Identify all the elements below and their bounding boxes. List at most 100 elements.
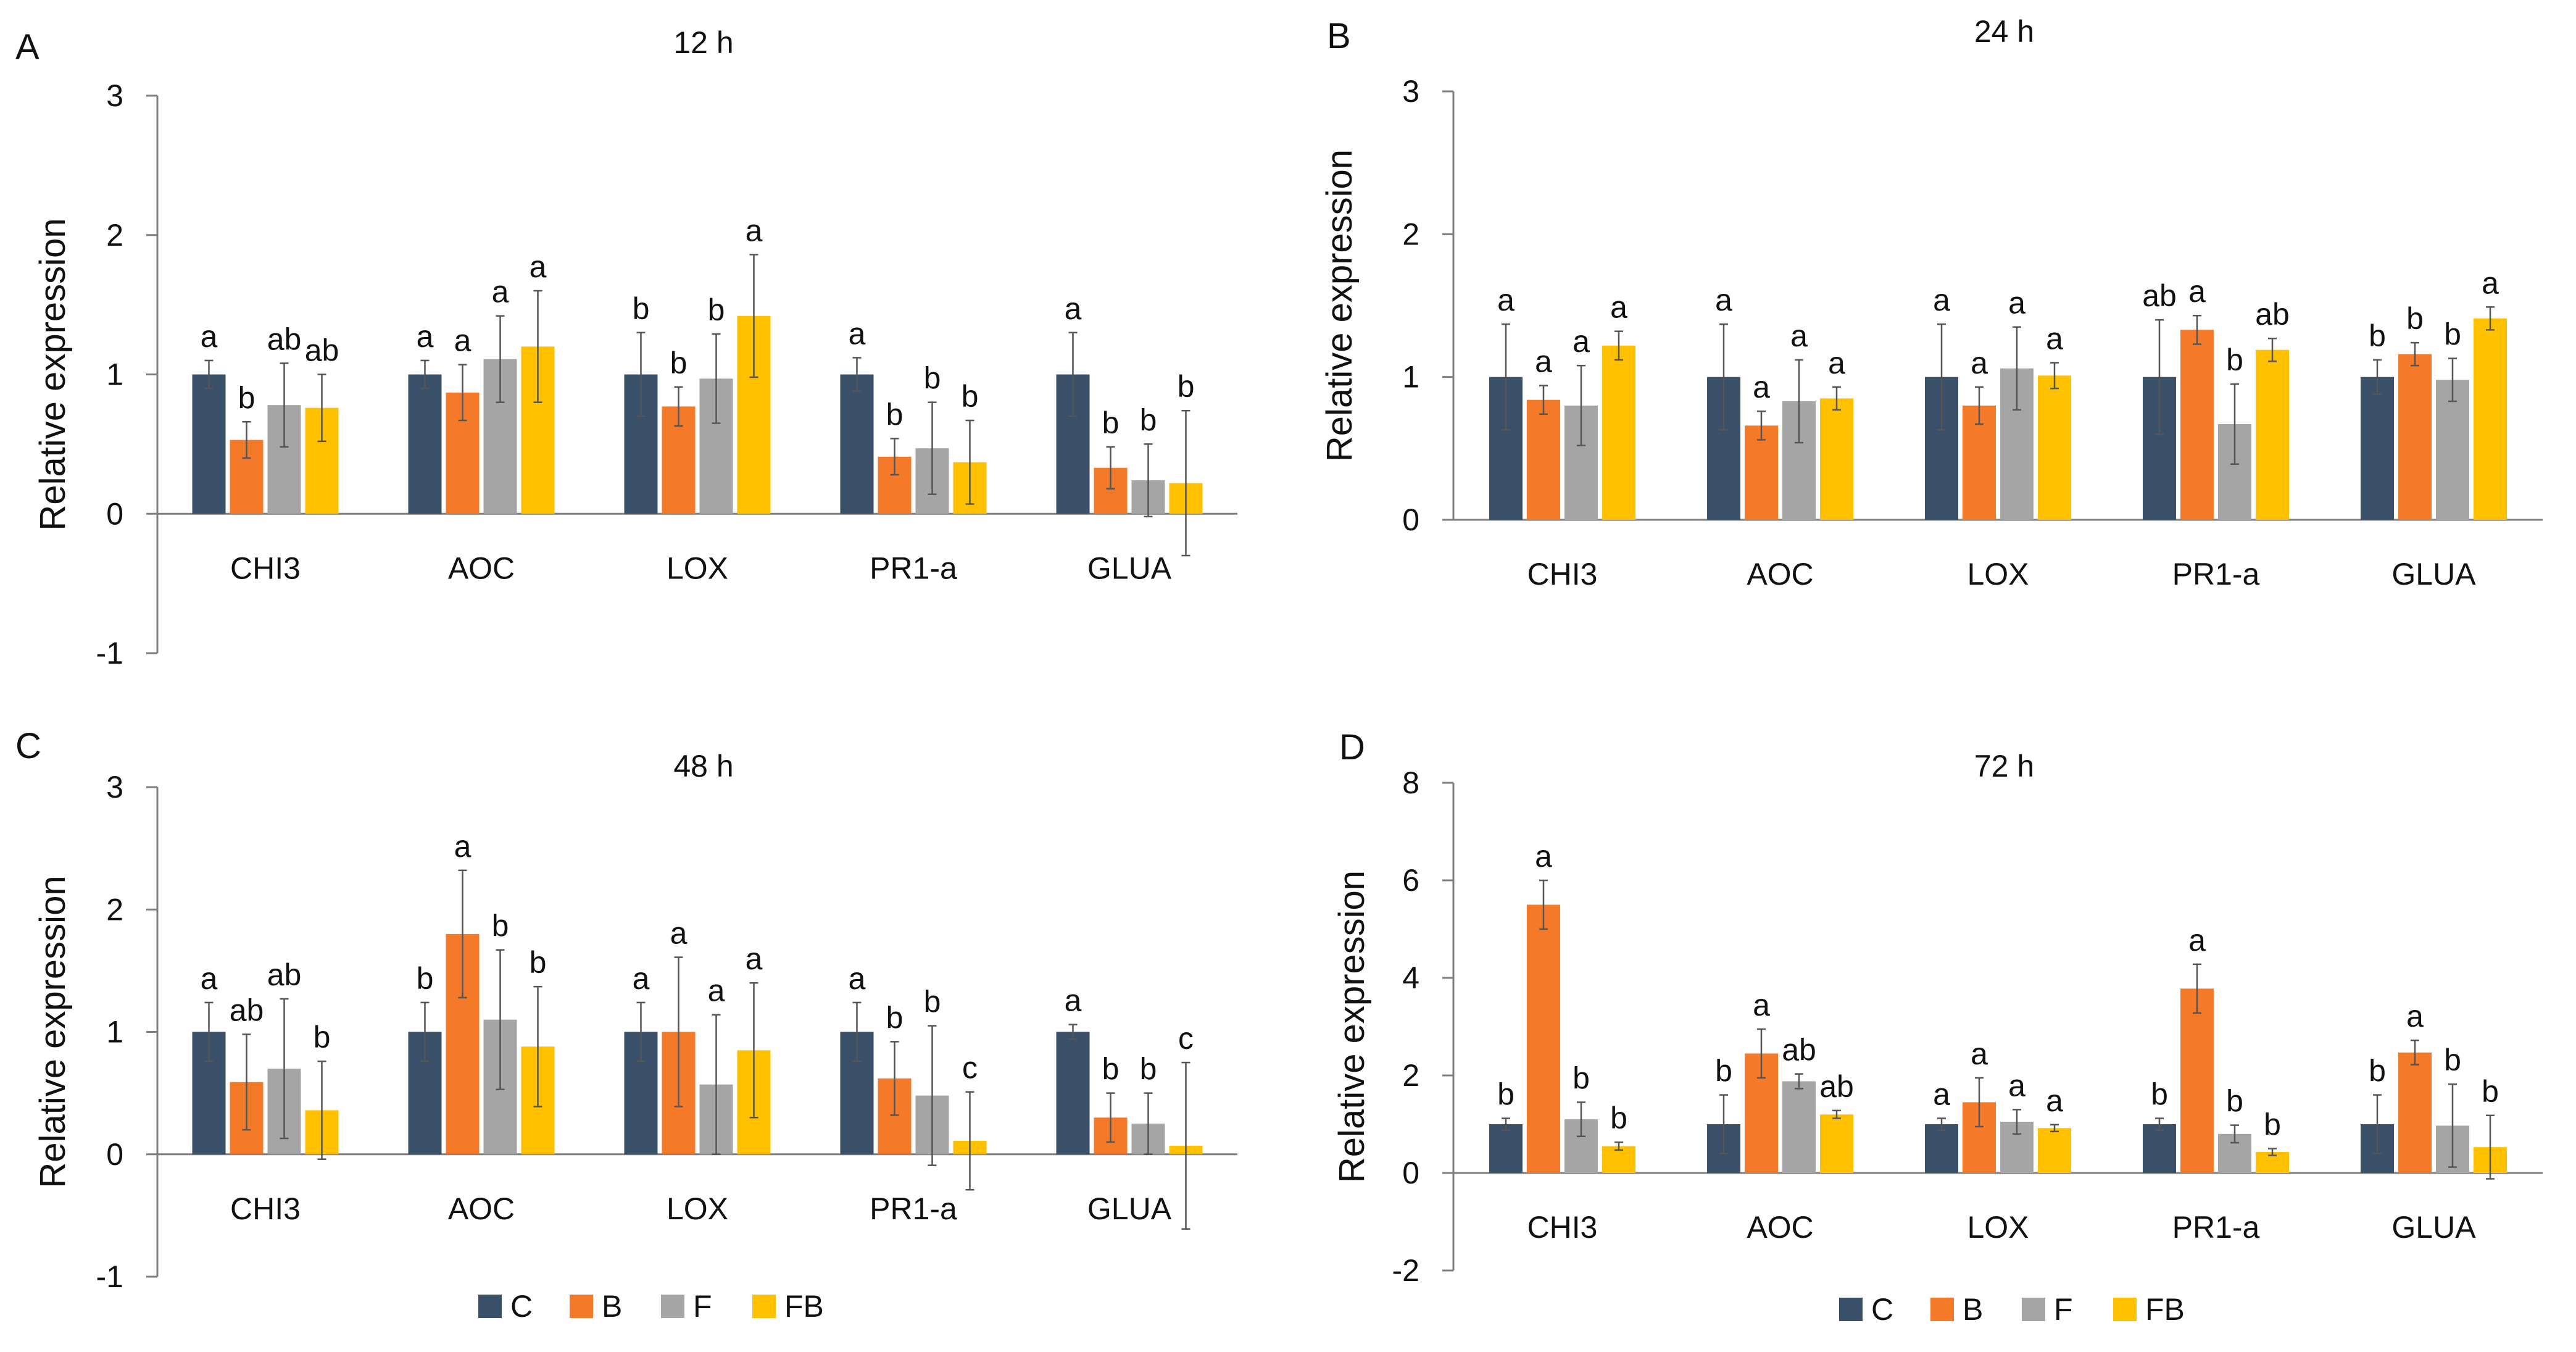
category-label: CHI3 [1527,1210,1598,1245]
y-tick-label: 3 [106,770,123,804]
bar-fb [1602,345,1635,520]
legend-label: FB [2145,1292,2185,1327]
bar-b [2180,330,2214,520]
legend-label: C [1871,1292,1893,1327]
legend-swatch-fb [752,1295,776,1318]
significance-label: a [1573,324,1590,359]
significance-label: a [746,941,763,976]
bar-f [1782,1081,1816,1173]
panel-letter: C [15,726,41,766]
significance-label: a [1065,291,1082,326]
significance-label: b [633,291,650,326]
significance-label: b [1178,369,1195,404]
significance-label: b [1715,1054,1732,1088]
significance-label: b [2369,319,2386,353]
bar-fb [1820,1114,1853,1173]
bar-b [1527,904,1560,1173]
significance-label: a [1535,839,1552,874]
significance-label: a [492,275,509,309]
y-tick-label: 2 [106,218,123,252]
significance-label: b [1497,1077,1514,1112]
category-label: AOC [1747,557,1813,591]
significance-label: ab [305,333,339,368]
category-label: AOC [1747,1210,1813,1245]
significance-label: a [1535,344,1552,379]
bar-c [192,374,226,514]
bar-c [408,374,442,514]
significance-label: a [2406,999,2424,1033]
significance-label: c [1178,1021,1194,1056]
legend-label: F [2054,1292,2073,1327]
significance-label: b [2444,1043,2461,1077]
legend-swatch-f [661,1295,684,1318]
category-label: AOC [448,551,515,585]
significance-label: a [201,961,218,996]
y-tick-label: 8 [1402,766,1419,800]
category-label: AOC [448,1191,515,1226]
legend-label: FB [784,1289,824,1324]
bar-c [1489,1124,1523,1173]
significance-label: b [1102,1052,1120,1087]
significance-label: b [238,380,256,415]
significance-label: ab [230,993,264,1027]
legend: C B F FB [478,1289,824,1324]
significance-label: b [924,985,941,1019]
legend-label: C [510,1289,533,1324]
bar-b [2398,1052,2432,1173]
legend-swatch-f [2022,1298,2045,1321]
significance-label: a [1065,983,1082,1018]
significance-label: a [1715,283,1732,317]
significance-label: ab [2142,278,2177,313]
bar-f [2436,380,2469,520]
y-axis-label: Relative expression [33,875,73,1188]
chart-title: 72 h [1974,749,2034,783]
y-tick-label: 2 [1402,217,1419,251]
significance-label: a [2008,286,2025,320]
significance-label: c [962,1051,978,1085]
bar-b [2180,988,2214,1173]
legend-swatch-c [1839,1298,1863,1321]
significance-label: b [530,945,547,980]
significance-label: b [2444,317,2461,352]
bar-fb [2038,375,2071,520]
significance-label: a [746,213,763,248]
significance-label: a [633,961,650,996]
significance-label: b [886,1000,904,1035]
significance-label: a [2188,274,2206,309]
category-label: GLUA [1087,1191,1172,1226]
significance-label: b [314,1020,331,1054]
panel-letter: A [15,27,39,67]
y-tick-label: 2 [106,892,123,927]
significance-label: b [2406,301,2424,336]
category-label: PR1-a [2172,1210,2260,1245]
significance-label: b [2482,1074,2499,1109]
significance-label: ab [267,958,302,992]
category-label: GLUA [1087,551,1172,585]
y-tick-label: 1 [106,357,123,392]
significance-label: a [1828,346,1845,380]
legend-label: B [1963,1292,1983,1327]
y-tick-label: 4 [1402,961,1419,995]
category-label: CHI3 [230,1191,301,1226]
significance-label: a [454,323,472,358]
bar-c [2143,1124,2176,1173]
significance-label: ab [267,322,302,356]
significance-label: b [886,397,904,432]
y-tick-label: 0 [1402,1156,1419,1190]
significance-label: a [201,319,218,354]
significance-label: b [492,909,509,943]
y-tick-label: -1 [96,1259,123,1294]
significance-label: b [2369,1054,2386,1088]
significance-label: b [1140,403,1157,437]
chart-title: 48 h [673,749,733,783]
significance-label: a [1933,283,1950,317]
category-label: LOX [667,551,728,585]
bar-fb [2256,349,2289,520]
category-label: CHI3 [230,551,301,585]
significance-label: a [1790,319,1808,353]
significance-label: a [1497,283,1514,317]
significance-label: a [1971,346,1988,380]
